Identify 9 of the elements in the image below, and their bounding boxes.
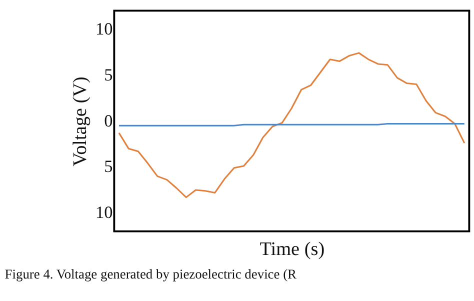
y-tick-label: 5 (104, 65, 113, 84)
line-series (118, 52, 466, 198)
y-tick-label: 10 (95, 19, 113, 38)
y-tick-label: 0 (104, 111, 113, 130)
y-tick-label: 5 (104, 157, 113, 176)
caption: Figure 4. Voltage generated by piezoelectric device (R (4, 266, 297, 282)
x-axis-title: Time (s) (260, 238, 325, 260)
y-axis-title: Voltage (V) (70, 76, 91, 166)
y-tick-label: 10 (95, 203, 113, 222)
